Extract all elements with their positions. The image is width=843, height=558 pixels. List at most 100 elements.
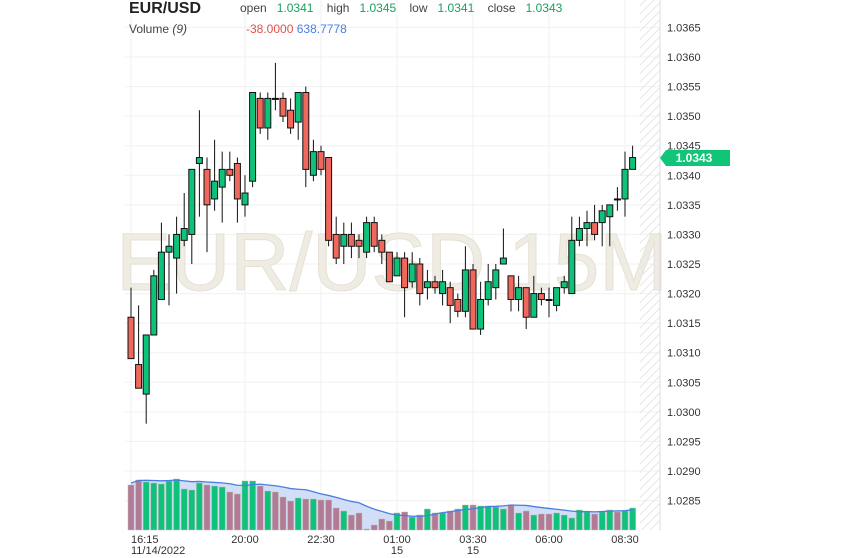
volume-bar	[203, 484, 211, 531]
low-value: 1.0341	[437, 1, 475, 15]
volume-bar	[340, 510, 348, 531]
candle-body	[188, 168, 196, 235]
candle-body	[401, 257, 409, 289]
volume-bar	[226, 491, 234, 531]
y-tick-label: 1.0360	[667, 52, 701, 64]
candle-body	[537, 293, 545, 300]
y-tick-label: 1.0300	[667, 407, 701, 419]
volume-bar	[218, 486, 226, 531]
close-label: close	[487, 1, 516, 15]
candle-body	[423, 281, 431, 289]
candle-body	[157, 251, 165, 300]
volume-bar	[241, 480, 249, 531]
candle-body	[499, 257, 507, 265]
candle-body	[294, 91, 302, 123]
volume-period: (9)	[172, 22, 188, 36]
y-tick-label: 1.0355	[667, 82, 701, 94]
ohlc-legend: open 1.0341 high 1.0345 low 1.0341 close…	[240, 1, 562, 15]
candle-body	[241, 192, 249, 206]
volume-bar	[325, 499, 332, 531]
candle-body	[142, 334, 150, 395]
volume-bar	[560, 514, 568, 531]
volume-bar	[545, 513, 553, 531]
volume-bar	[424, 508, 431, 531]
volume-bar	[348, 514, 355, 531]
y-tick-label: 1.0285	[667, 496, 701, 508]
x-tick-sublabel: 15	[391, 545, 403, 557]
volume-bar	[477, 505, 484, 531]
candle-body	[446, 287, 454, 306]
volume-bar	[515, 512, 522, 531]
volume-bar	[408, 516, 416, 531]
volume-bar	[378, 518, 386, 531]
x-tick-label: 06:00	[535, 534, 563, 546]
volume-bar	[462, 504, 469, 531]
volume-bar	[629, 507, 636, 531]
volume-bar	[196, 482, 203, 531]
volume-bar	[211, 485, 218, 531]
candle-body	[302, 91, 310, 170]
candle-body	[363, 222, 371, 253]
candle-body	[469, 269, 477, 330]
close-value: 1.0343	[525, 1, 563, 15]
y-tick-label: 1.0320	[667, 289, 701, 301]
volume-bar	[272, 491, 279, 531]
candle-body	[271, 97, 279, 100]
candle-body	[606, 204, 614, 218]
x-tick-sublabel: 11/14/2022	[131, 545, 185, 557]
last-price-tag: 1.0343	[660, 150, 730, 166]
low-label: low	[409, 1, 428, 15]
candle-body	[583, 222, 591, 230]
candle-body	[553, 287, 561, 306]
x-tick-label: 03:30	[459, 534, 487, 546]
volume-ma-value: 638.7778	[296, 22, 347, 36]
volume-ma-area	[131, 480, 633, 530]
volume-bar	[606, 509, 614, 531]
y-tick-label: 1.0335	[667, 200, 701, 212]
volume-bar	[370, 524, 378, 531]
candle-body	[522, 287, 530, 318]
candle-body	[613, 198, 621, 201]
candle-body	[568, 239, 576, 295]
watermark: EUR/USD 15M	[116, 217, 667, 308]
candle-body	[575, 228, 583, 241]
y-tick-label: 1.0350	[667, 111, 701, 123]
volume-values: -38.0000 638.7778	[246, 22, 347, 36]
candle-body	[591, 222, 599, 235]
volume-bar	[386, 520, 393, 531]
volume-bar	[135, 479, 142, 531]
volume-bar	[332, 507, 340, 531]
y-tick-label: 1.0365	[667, 22, 701, 34]
volume-bar	[249, 480, 256, 531]
volume-bar	[492, 506, 500, 531]
candle-body	[492, 269, 500, 289]
volume-bar	[302, 498, 310, 531]
candle-body	[226, 168, 234, 176]
volume-bar	[188, 489, 196, 531]
volume-bar	[256, 485, 264, 531]
volume-bar	[317, 499, 325, 531]
candle-body	[560, 281, 568, 289]
candle-body	[545, 298, 553, 301]
candle-body	[249, 91, 257, 182]
volume-bar	[127, 484, 135, 531]
candle-body	[195, 157, 203, 164]
last-price-value: 1.0343	[676, 151, 713, 165]
volume-value: -38.0000	[246, 22, 294, 36]
volume-bar	[598, 511, 606, 531]
volume-bar	[454, 508, 462, 531]
candle-body	[135, 364, 143, 389]
y-tick-label: 1.0295	[667, 436, 701, 448]
candle-body	[203, 168, 211, 206]
candle-body	[484, 281, 492, 300]
candle-body	[340, 233, 348, 247]
volume-bar	[401, 511, 408, 531]
candle-body	[317, 151, 325, 170]
y-tick-label: 1.0340	[667, 170, 701, 182]
volume-bar	[287, 500, 294, 531]
volume-bar	[614, 511, 621, 531]
volume-bar	[484, 505, 492, 531]
candle-body	[530, 293, 538, 318]
volume-bar	[621, 510, 629, 531]
